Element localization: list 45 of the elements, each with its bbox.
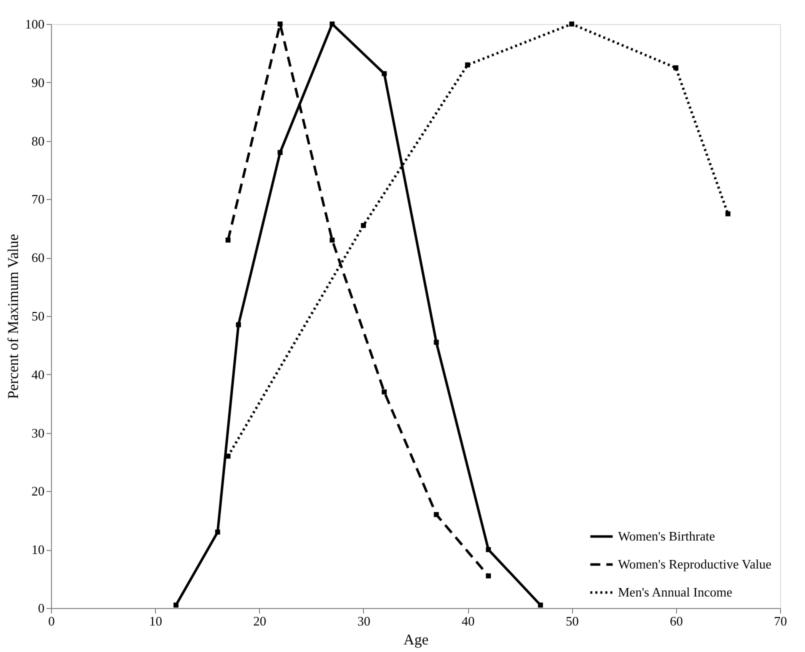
point	[382, 389, 387, 394]
y-tick-label: 20	[32, 484, 44, 499]
y-tick-label: 50	[32, 308, 44, 324]
y-tick-label: 0	[38, 600, 44, 616]
y-axis-title: Percent of Maximum Value	[6, 234, 22, 400]
legend-label: Women's Birthrate	[618, 528, 716, 544]
point	[382, 71, 387, 76]
point	[569, 22, 574, 26]
x-tick-label: 0	[48, 614, 55, 628]
x-tick-label: 40	[462, 614, 475, 628]
point	[330, 238, 335, 243]
x-tick-label: 30	[357, 614, 370, 628]
point	[434, 340, 439, 345]
point	[236, 322, 241, 328]
x-tick-label: 70	[774, 614, 787, 628]
legend-label: Men's Annual Income	[618, 584, 732, 600]
point	[215, 530, 220, 535]
point	[173, 602, 178, 608]
x-tick-label: 60	[670, 614, 683, 628]
y-tick-label: 70	[32, 192, 44, 207]
y-tick-label: 80	[32, 133, 44, 148]
y-tick-label: 10	[32, 542, 44, 558]
point	[434, 512, 439, 518]
point	[486, 573, 491, 578]
point	[226, 238, 231, 243]
point	[538, 602, 543, 608]
y-tick-label: 30	[32, 425, 44, 440]
point	[725, 211, 730, 216]
y-tick-label: 60	[32, 250, 44, 266]
legend-label: Women's Reproductive Value	[618, 556, 772, 572]
point	[486, 547, 491, 552]
point	[278, 22, 283, 26]
x-tick-label: 50	[566, 614, 579, 628]
x-tick-label: 20	[253, 614, 266, 628]
y-tick-label: 40	[32, 366, 44, 382]
point	[465, 62, 470, 68]
y-tick-label: 90	[32, 74, 44, 90]
x-tick-label: 10	[149, 614, 162, 628]
point	[360, 222, 366, 228]
point	[673, 65, 678, 70]
y-tick-label: 100	[25, 16, 44, 32]
point	[278, 150, 283, 155]
point	[330, 22, 335, 26]
point	[226, 454, 231, 459]
x-axis-title: Age	[404, 632, 429, 648]
